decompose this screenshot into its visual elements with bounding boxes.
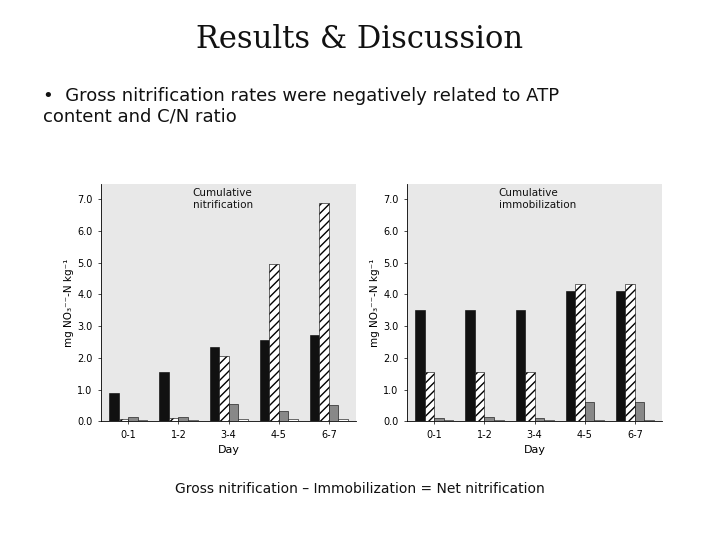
Text: Cumulative
immobilization: Cumulative immobilization: [499, 188, 576, 210]
Bar: [544, 420, 554, 421]
Bar: [288, 418, 298, 421]
Bar: [434, 418, 444, 421]
Y-axis label: mg NO₃⁻⁻-N kg⁻¹: mg NO₃⁻⁻-N kg⁻¹: [370, 258, 380, 347]
Bar: [260, 340, 269, 421]
Bar: [516, 309, 525, 421]
Bar: [279, 411, 288, 421]
Bar: [229, 404, 238, 421]
X-axis label: Day: Day: [523, 445, 546, 455]
X-axis label: Day: Day: [217, 445, 240, 455]
Bar: [329, 404, 338, 421]
Bar: [566, 291, 575, 421]
Bar: [465, 309, 475, 421]
Bar: [319, 202, 329, 421]
Bar: [219, 356, 229, 421]
Bar: [210, 347, 219, 421]
Bar: [444, 420, 454, 421]
Bar: [159, 372, 169, 421]
Bar: [188, 420, 197, 421]
Bar: [415, 309, 425, 421]
Bar: [585, 402, 594, 421]
Bar: [425, 372, 434, 421]
Bar: [119, 418, 128, 421]
Text: Cumulative
nitrification: Cumulative nitrification: [193, 188, 253, 210]
Bar: [616, 291, 625, 421]
Bar: [644, 420, 654, 421]
Bar: [635, 402, 644, 421]
Bar: [494, 420, 503, 421]
Text: •  Gross nitrification rates were negatively related to ATP
content and C/N rati: • Gross nitrification rates were negativ…: [43, 87, 559, 126]
Bar: [475, 372, 485, 421]
Bar: [179, 417, 188, 421]
Bar: [269, 265, 279, 421]
Y-axis label: mg NO₃⁻⁻-N kg⁻¹: mg NO₃⁻⁻-N kg⁻¹: [64, 258, 74, 347]
Bar: [138, 420, 148, 421]
Text: Results & Discussion: Results & Discussion: [197, 24, 523, 56]
Bar: [625, 285, 635, 421]
Bar: [525, 372, 534, 421]
Text: Gross nitrification – Immobilization = Net nitrification: Gross nitrification – Immobilization = N…: [175, 482, 545, 496]
Bar: [594, 420, 604, 421]
Bar: [310, 335, 319, 421]
Bar: [109, 393, 119, 421]
Bar: [238, 418, 248, 421]
Bar: [169, 418, 179, 421]
Bar: [128, 417, 138, 421]
Bar: [485, 417, 494, 421]
Bar: [575, 285, 585, 421]
Bar: [534, 418, 544, 421]
Bar: [338, 418, 348, 421]
